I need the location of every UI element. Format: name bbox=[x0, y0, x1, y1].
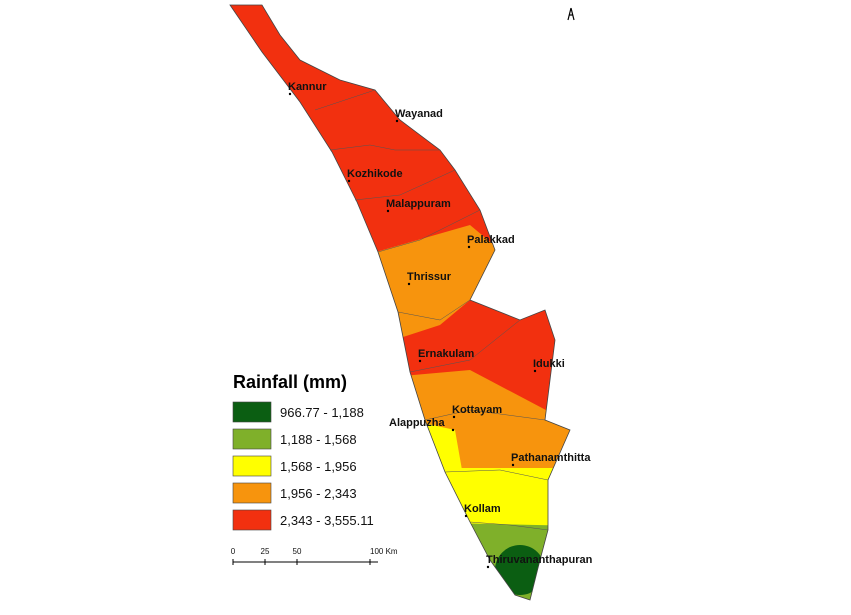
district-point bbox=[533, 369, 537, 373]
district-point bbox=[386, 209, 390, 213]
district-point bbox=[452, 415, 456, 419]
legend-swatch bbox=[232, 509, 272, 531]
district-point bbox=[486, 565, 490, 569]
district-point bbox=[407, 282, 411, 286]
district-point bbox=[467, 245, 471, 249]
district-point bbox=[418, 359, 422, 363]
district-label: Thrissur bbox=[407, 271, 452, 283]
district-label: Kannur bbox=[288, 81, 327, 93]
district-label: Kottayam bbox=[452, 404, 502, 416]
north-arrow bbox=[567, 7, 575, 21]
district-label: Palakkad bbox=[467, 234, 515, 246]
rainfall-zones bbox=[230, 5, 570, 600]
district-point bbox=[464, 514, 468, 518]
scale-label: 100 Km bbox=[370, 547, 398, 556]
district-point bbox=[511, 463, 515, 467]
legend-label: 966.77 - 1,188 bbox=[280, 405, 364, 420]
district-point bbox=[288, 92, 292, 96]
legend-swatch bbox=[232, 482, 272, 504]
district-label: Malappuram bbox=[386, 198, 451, 210]
district-label: Idukki bbox=[533, 358, 565, 370]
district-label: Alappuzha bbox=[389, 417, 445, 429]
legend-swatch bbox=[232, 428, 272, 450]
legend-label: 1,568 - 1,956 bbox=[280, 459, 357, 474]
zone bbox=[495, 545, 545, 595]
district-borders bbox=[314, 89, 549, 531]
district-label: Wayanad bbox=[395, 108, 443, 120]
district-label: Ernakulam bbox=[418, 348, 474, 360]
district-point bbox=[347, 179, 351, 183]
scale-label: 50 bbox=[293, 547, 302, 556]
state-outline bbox=[229, 4, 571, 601]
legend: 966.77 - 1,188 1,188 - 1,568 1,568 - 1,956… bbox=[232, 401, 374, 531]
district-label: Kozhikode bbox=[347, 168, 403, 180]
legend-swatch bbox=[232, 455, 272, 477]
scale-label: 25 bbox=[261, 547, 270, 556]
legend-label: 1,956 - 2,343 bbox=[280, 486, 357, 501]
district-label: Thiruvananthapuran bbox=[486, 554, 593, 566]
legend-title: Rainfall (mm) bbox=[233, 372, 347, 392]
zone bbox=[380, 468, 570, 526]
district-label: Pathanamthitta bbox=[511, 452, 591, 464]
legend-label: 1,188 - 1,568 bbox=[280, 432, 357, 447]
district-point bbox=[451, 428, 455, 432]
zone bbox=[400, 522, 570, 600]
scale-label: 0 bbox=[231, 547, 236, 556]
district-label: Kollam bbox=[464, 503, 501, 515]
district-labels: Kannur Wayanad Kozhikode Malappuram Palakkad… bbox=[288, 81, 593, 569]
legend-label: 2,343 - 3,555.11 bbox=[280, 513, 374, 528]
legend-swatch bbox=[232, 401, 272, 423]
district-point bbox=[395, 119, 399, 123]
scale-labels: 0 25 50 100 Km bbox=[231, 547, 398, 565]
